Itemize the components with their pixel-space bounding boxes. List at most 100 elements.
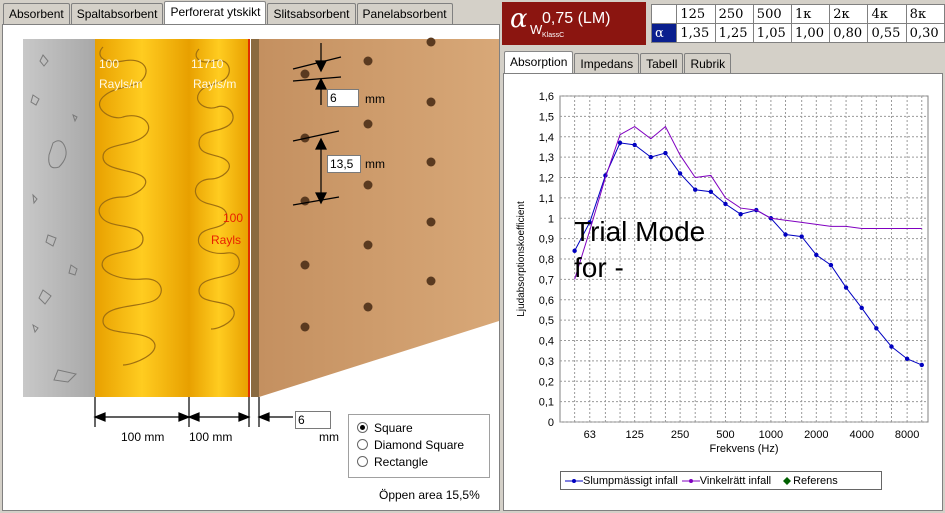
freq-header: 2κ bbox=[829, 4, 869, 24]
plate-holes bbox=[300, 37, 436, 332]
trial-watermark-line1: Trial Mode bbox=[574, 216, 706, 247]
radio-square[interactable]: Square bbox=[357, 419, 489, 436]
table-row: α 1,35 1,25 1,05 1,00 0,80 0,55 0,30 bbox=[650, 23, 945, 43]
rating-subscript: W bbox=[530, 22, 543, 37]
hole-diameter-dimension bbox=[292, 43, 342, 105]
legend-item-reference: Referens bbox=[781, 475, 838, 487]
layer2-resistance-label-2: Rayls/m bbox=[193, 77, 237, 91]
layer2-resistance-label-1: 11710 bbox=[191, 57, 224, 71]
table-header-row: 125 250 500 1κ 2κ 4κ 8κ bbox=[650, 4, 945, 24]
series-line-0 bbox=[574, 142, 922, 366]
construction-drawing bbox=[23, 37, 499, 427]
radio-dot bbox=[357, 456, 368, 467]
tab-absorption[interactable]: Absorption bbox=[504, 51, 574, 74]
y-axis-label: Ljudabsorptionskoefficient bbox=[516, 201, 527, 317]
data-point bbox=[904, 356, 910, 362]
freq-header: 250 bbox=[714, 4, 754, 24]
legend-item-series1: Slumpmässigt infall bbox=[565, 475, 678, 487]
perforated-plate bbox=[259, 39, 499, 397]
radio-rectangle[interactable]: Rectangle bbox=[357, 453, 489, 470]
x-axis-label: Frekvens (Hz) bbox=[709, 443, 778, 455]
chart-legend: Slumpmässigt infall Vinkelrätt infall Re… bbox=[560, 471, 882, 490]
wool-layer-2-wave bbox=[194, 48, 240, 330]
tab-rubrik[interactable]: Rubrik bbox=[684, 53, 732, 74]
absorption-chart: 0 0,1 0,2 0,3 0,4 0,5 0,6 0,7 0,8 0,9 1 1,1 1,2 1,3 1,… bbox=[516, 91, 929, 455]
layer2-thickness-label: 100 mm bbox=[189, 430, 233, 444]
surface-resistance-label-2: Rayls bbox=[211, 233, 242, 247]
tab-slitsabsorbent[interactable]: Slitsabsorbent bbox=[267, 3, 356, 24]
legend-label: Referens bbox=[793, 474, 838, 487]
rating-value: 0,75 (LM) bbox=[542, 10, 611, 27]
data-point bbox=[783, 232, 788, 237]
wool-layer-1 bbox=[95, 39, 189, 397]
x-tick-label: 250 bbox=[671, 429, 689, 441]
construction-panel: 100 Rayls/m 11710 Rayls/m 100 Rayls 6 mm… bbox=[2, 24, 500, 511]
table-corner bbox=[650, 4, 678, 24]
data-point bbox=[572, 248, 577, 254]
hole-spacing-input[interactable]: 13,5 bbox=[327, 155, 361, 173]
right-tabbar: Absorption Impedans Tabell Rubrik bbox=[504, 51, 732, 76]
radio-label: Square bbox=[374, 420, 413, 435]
tab-perforerat-ytskikt[interactable]: Perforerat ytskikt bbox=[164, 1, 267, 24]
alpha-symbol: α bbox=[510, 4, 528, 34]
data-point bbox=[723, 201, 728, 207]
y-tick-label: 1 bbox=[548, 213, 554, 225]
tab-tabell[interactable]: Tabell bbox=[640, 53, 684, 74]
y-tick-label: 1,2 bbox=[539, 173, 554, 185]
data-point bbox=[843, 285, 849, 290]
hole-diameter-unit: mm bbox=[365, 92, 385, 106]
rating-class: KlassC bbox=[542, 32, 565, 39]
tab-spaltabsorbent[interactable]: Spaltabsorbent bbox=[70, 3, 164, 24]
freq-header: 1κ bbox=[791, 4, 831, 24]
surface-resistance-label-1: 100 bbox=[223, 211, 244, 225]
legend-swatch bbox=[783, 476, 792, 485]
y-tick-label: 1,6 bbox=[539, 91, 554, 103]
layer1-resistance-label-1: 100 bbox=[99, 57, 120, 71]
tab-panelabsorbent[interactable]: Panelabsorbent bbox=[356, 3, 453, 24]
alpha-value: 0,55 bbox=[867, 23, 907, 43]
tab-absorbent[interactable]: Absorbent bbox=[3, 3, 70, 24]
alpha-value: 0,80 bbox=[829, 23, 869, 43]
alpha-value: 1,25 bbox=[714, 23, 754, 43]
y-tick-label: 0,9 bbox=[539, 234, 554, 246]
y-tick-label: 1,3 bbox=[539, 152, 554, 164]
data-point bbox=[648, 154, 654, 160]
freq-header: 8κ bbox=[905, 4, 945, 24]
freq-header: 125 bbox=[676, 4, 716, 24]
y-tick-label: 0,4 bbox=[539, 336, 554, 348]
absorption-chart-panel: 0 0,1 0,2 0,3 0,4 0,5 0,6 0,7 0,8 0,9 1 1,1 1,2 1,3 1,… bbox=[503, 73, 943, 511]
data-point bbox=[859, 305, 864, 311]
octave-alpha-table: 125 250 500 1κ 2κ 4κ 8κ α 1,35 1,25 1,05… bbox=[650, 4, 945, 43]
data-point bbox=[587, 220, 592, 225]
y-tick-label: 0,5 bbox=[539, 315, 554, 327]
legend-item-series2: Vinkelrätt infall bbox=[681, 475, 771, 487]
data-point bbox=[708, 189, 714, 194]
y-tick-label: 0,1 bbox=[539, 397, 554, 409]
alpha-value: 0,30 bbox=[905, 23, 945, 43]
y-tick-label: 1,4 bbox=[539, 132, 554, 144]
hole-diameter-input[interactable]: 6 bbox=[327, 89, 359, 107]
hole-spacing-unit: mm bbox=[365, 157, 385, 171]
left-tabbar: Absorbent Spaltabsorbent Perforerat ytsk… bbox=[3, 1, 454, 26]
data-point bbox=[632, 142, 637, 148]
freq-header: 500 bbox=[752, 4, 793, 24]
legend-swatch bbox=[565, 478, 583, 483]
freq-header: 4κ bbox=[867, 4, 907, 24]
alpha-row-label: α bbox=[650, 23, 678, 43]
data-point bbox=[677, 171, 683, 176]
data-point bbox=[889, 344, 894, 349]
alpha-value: 1,05 bbox=[752, 23, 793, 43]
radio-dot bbox=[357, 439, 368, 450]
hole-spacing-dimension bbox=[292, 130, 340, 206]
data-point bbox=[693, 187, 698, 192]
radio-diamond-square[interactable]: Diamond Square bbox=[357, 436, 489, 453]
weighted-absorption-rating: α W 0,75 (LM) KlassC bbox=[502, 2, 646, 45]
plate-thickness-input[interactable]: 6 bbox=[295, 411, 331, 429]
radio-label: Diamond Square bbox=[374, 437, 465, 452]
wool-layer-2 bbox=[189, 39, 249, 397]
radio-label: Rectangle bbox=[374, 454, 429, 469]
tab-impedans[interactable]: Impedans bbox=[574, 53, 640, 74]
data-point bbox=[617, 140, 623, 146]
x-tick-label: 2000 bbox=[804, 429, 828, 441]
y-tick-label: 0,8 bbox=[539, 254, 554, 266]
